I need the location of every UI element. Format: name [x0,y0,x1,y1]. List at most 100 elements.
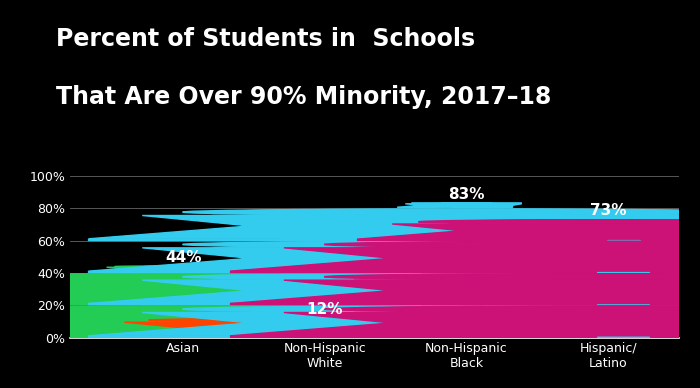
Polygon shape [96,267,241,272]
Polygon shape [0,280,468,291]
Circle shape [115,266,222,267]
Text: 44%: 44% [165,250,202,265]
Polygon shape [277,336,532,337]
Polygon shape [397,204,506,207]
Polygon shape [225,291,400,305]
Polygon shape [0,324,172,337]
Polygon shape [650,291,700,305]
Polygon shape [88,280,700,303]
Circle shape [0,274,468,280]
Polygon shape [230,312,700,336]
Circle shape [419,220,700,224]
Polygon shape [0,312,468,324]
Polygon shape [650,259,700,272]
Circle shape [324,306,700,312]
Polygon shape [0,280,532,303]
Polygon shape [0,336,60,337]
Circle shape [183,209,700,215]
Polygon shape [0,312,532,336]
Polygon shape [561,336,700,337]
Polygon shape [225,324,400,337]
Circle shape [0,306,468,312]
Polygon shape [561,271,700,272]
Circle shape [212,274,700,280]
Polygon shape [357,224,700,239]
Polygon shape [279,291,454,305]
Polygon shape [421,324,596,337]
Circle shape [144,266,252,267]
Polygon shape [279,227,454,240]
Polygon shape [0,291,172,305]
Text: 73%: 73% [590,203,626,218]
Polygon shape [88,336,343,337]
Circle shape [178,318,501,322]
Polygon shape [0,303,60,305]
Polygon shape [158,270,192,272]
Circle shape [212,209,700,215]
Polygon shape [230,280,700,303]
Circle shape [412,203,492,204]
Polygon shape [452,206,477,208]
Polygon shape [356,329,461,337]
Polygon shape [212,248,700,259]
Polygon shape [357,239,522,240]
Polygon shape [218,329,323,337]
Polygon shape [486,206,512,208]
Polygon shape [230,271,484,272]
Polygon shape [561,239,700,240]
Circle shape [0,306,438,312]
Polygon shape [88,239,343,240]
Circle shape [0,274,438,280]
Polygon shape [354,248,700,259]
Polygon shape [441,204,522,206]
Polygon shape [561,303,700,305]
Polygon shape [375,336,528,337]
Polygon shape [92,322,528,336]
Circle shape [354,274,700,280]
Polygon shape [277,303,532,305]
Circle shape [212,241,700,248]
Circle shape [148,318,472,322]
Polygon shape [92,336,245,337]
Circle shape [183,274,700,280]
Text: 83%: 83% [448,187,485,202]
Polygon shape [88,248,700,271]
Polygon shape [144,267,252,270]
Polygon shape [664,239,700,240]
Polygon shape [88,312,700,336]
Circle shape [324,241,700,248]
Text: That Are Over 90% Minority, 2017–18: That Are Over 90% Minority, 2017–18 [56,85,552,109]
Polygon shape [178,322,501,329]
Polygon shape [212,312,700,324]
Text: Percent of Students in  Schools: Percent of Students in Schools [56,27,475,51]
Polygon shape [354,280,700,291]
Polygon shape [508,291,683,305]
Polygon shape [230,248,700,271]
Polygon shape [508,324,683,337]
Polygon shape [421,291,596,305]
Circle shape [448,220,700,224]
Polygon shape [448,224,700,231]
Polygon shape [88,271,343,272]
Circle shape [441,203,522,204]
Circle shape [212,306,700,312]
Polygon shape [88,215,700,239]
Polygon shape [492,231,606,240]
Text: 12%: 12% [307,301,343,317]
Polygon shape [640,231,700,240]
Polygon shape [230,336,484,337]
Polygon shape [421,259,596,272]
Polygon shape [508,259,683,272]
Polygon shape [88,303,343,305]
Polygon shape [508,227,683,240]
Polygon shape [230,303,484,305]
Circle shape [354,241,700,248]
Circle shape [183,306,700,312]
Polygon shape [279,324,454,337]
Polygon shape [204,270,239,272]
Polygon shape [650,324,700,337]
Circle shape [354,306,700,312]
Circle shape [183,241,700,248]
Polygon shape [354,312,700,324]
Polygon shape [212,215,700,227]
